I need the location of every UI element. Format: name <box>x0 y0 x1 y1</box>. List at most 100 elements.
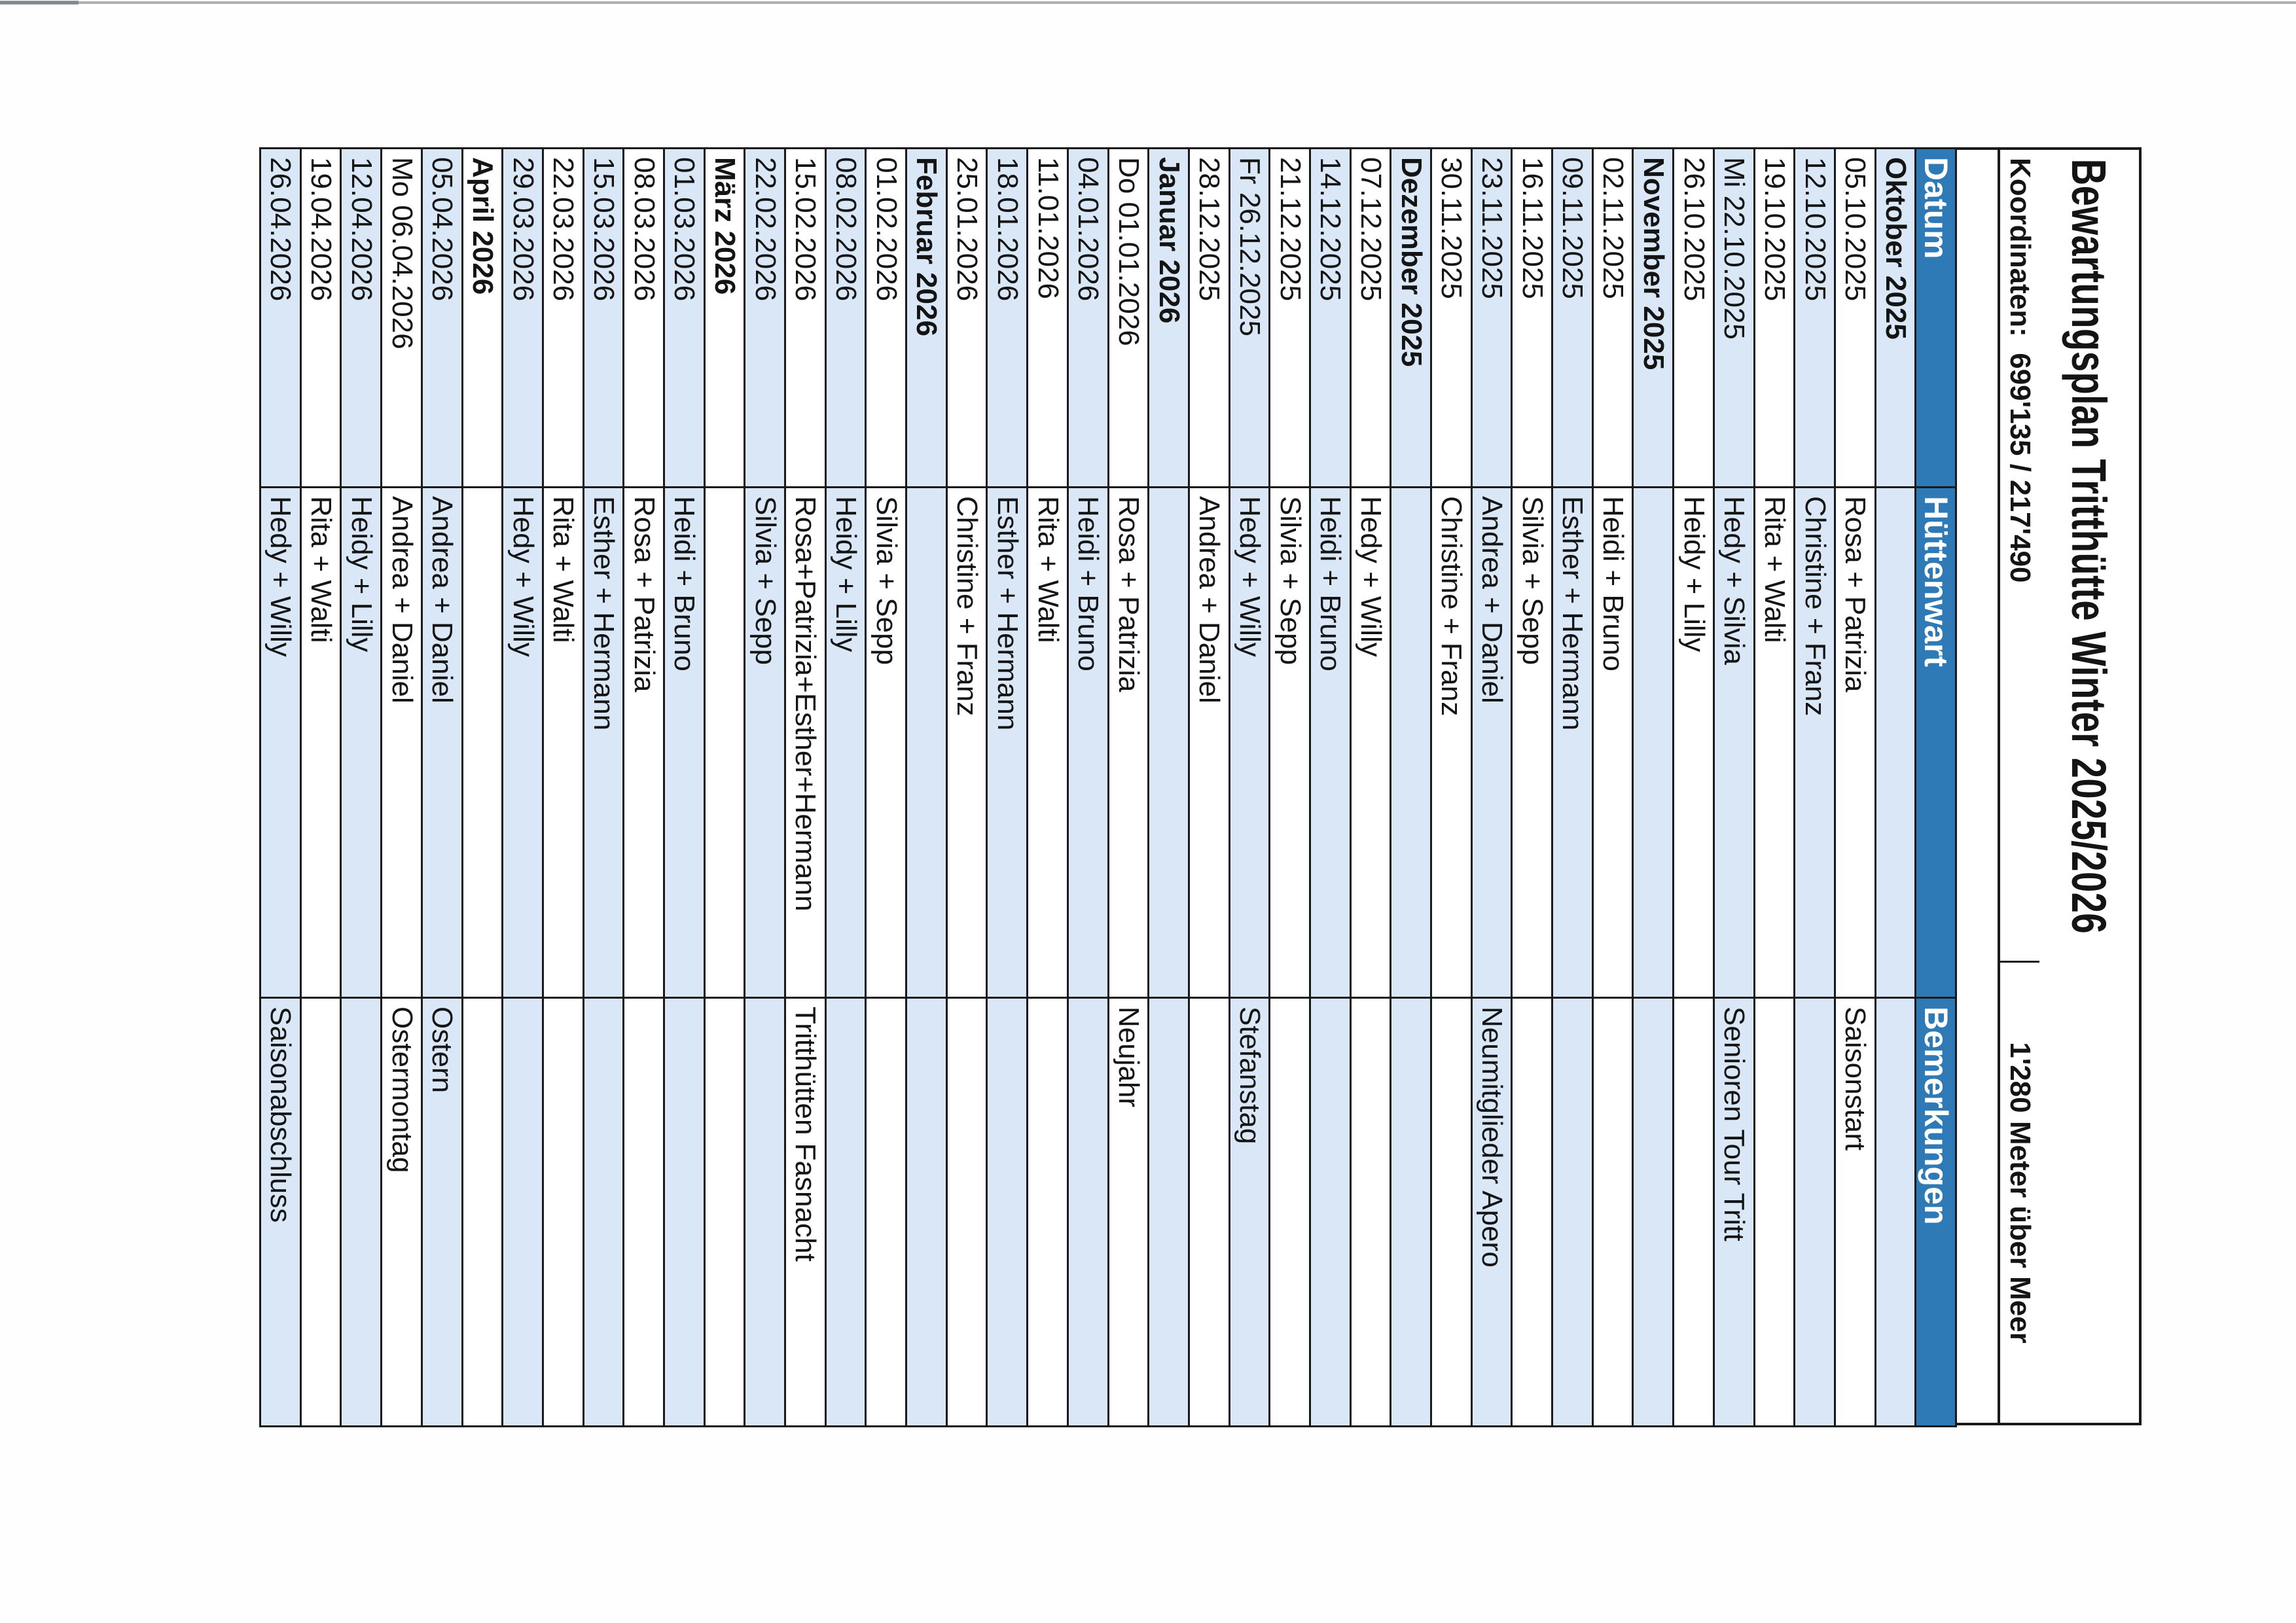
table-row: 16.11.2025 Silvia + Sepp <box>1511 148 1552 1427</box>
datum-cell: 16.11.2025 <box>1511 148 1552 488</box>
huettenwart-cell <box>1148 487 1189 998</box>
datum-cell: Januar 2026 <box>1148 148 1189 488</box>
scanner-edge-artifact-dark <box>0 1 79 5</box>
datum-cell: 29.03.2026 <box>502 148 543 488</box>
datum-cell: 01.03.2026 <box>664 148 705 488</box>
datum-cell: 22.02.2026 <box>744 148 785 488</box>
bemerkung-cell <box>462 997 503 1427</box>
datum-cell: Mi 22.10.2025 <box>1713 148 1755 488</box>
bemerkung-cell <box>1027 997 1068 1427</box>
datum-cell: 23.11.2025 <box>1471 148 1512 488</box>
bemerkung-cell <box>1592 997 1633 1427</box>
huettenwart-cell <box>1390 487 1431 998</box>
table-row: 19.10.2025 Rita + Walti <box>1754 148 1795 1427</box>
table-row: 23.11.2025 Andrea + Daniel Neumitglieder… <box>1471 148 1512 1427</box>
datum-cell: 12.10.2025 <box>1794 148 1835 488</box>
bemerkung-cell <box>1552 997 1593 1427</box>
bemerkung-cell <box>1269 997 1310 1427</box>
table-row: Fr 26.12.2025 Hedy + Willy Stefanstag <box>1229 148 1270 1427</box>
bemerkung-cell: Stefanstag <box>1229 997 1270 1427</box>
datum-cell: März 2026 <box>704 148 745 488</box>
bemerkung-cell <box>1794 997 1835 1427</box>
table-row: 21.12.2025 Silvia + Sepp <box>1269 148 1310 1427</box>
datum-cell: 01.02.2026 <box>865 148 906 488</box>
table-row: 01.03.2026 Heidi + Bruno <box>664 148 705 1427</box>
bemerkung-cell: Saisonabschluss <box>260 997 301 1427</box>
table-row: 05.10.2025 Rosa + Patrizia Saisonstart <box>1835 148 1876 1427</box>
datum-cell: Fr 26.12.2025 <box>1229 148 1270 488</box>
table-row: 05.04.2026 Andrea + Daniel Ostern <box>422 148 463 1427</box>
datum-cell: 08.02.2026 <box>825 148 866 488</box>
bemerkung-cell <box>1148 997 1189 1427</box>
bemerkung-cell: Saisonstart <box>1835 997 1876 1427</box>
table-row: 19.04.2026 Rita + Walti <box>300 148 341 1427</box>
huettenwart-cell: Christine + Franz <box>1431 487 1472 998</box>
datum-cell: 15.03.2026 <box>583 148 624 488</box>
huettenwart-cell: Heidy + Lilly <box>825 487 866 998</box>
huettenwart-cell: Esther + Hermann <box>583 487 624 998</box>
bemerkung-cell <box>825 997 866 1427</box>
huettenwart-cell <box>704 487 745 998</box>
datum-cell: 12.04.2026 <box>341 148 382 488</box>
table-row: 08.03.2026 Rosa + Patrizia <box>623 148 664 1427</box>
huettenwart-cell: Rita + Walti <box>543 487 584 998</box>
table-row: 14.12.2025 Heidi + Bruno <box>1310 148 1351 1427</box>
huettenwart-cell: Heidy + Lilly <box>1673 487 1714 998</box>
huettenwart-cell: Silvia + Sepp <box>744 487 785 998</box>
huettenwart-cell: Rosa + Patrizia <box>623 487 664 998</box>
spacer-row <box>1957 147 1998 1425</box>
datum-cell: 02.11.2025 <box>1592 148 1633 488</box>
huettenwart-cell: Rita + Walti <box>1754 487 1795 998</box>
huettenwart-cell: Andrea + Daniel <box>1189 487 1230 998</box>
table-row: 18.01.2026 Esther + Hermann <box>987 148 1028 1427</box>
bemerkung-cell <box>1633 997 1674 1427</box>
huettenwart-cell: Hedy + Willy <box>1350 487 1391 998</box>
datum-cell: November 2025 <box>1633 148 1674 488</box>
huettenwart-cell: Heidi + Bruno <box>1067 487 1109 998</box>
datum-cell: Februar 2026 <box>906 148 947 488</box>
datum-cell: 05.10.2025 <box>1835 148 1876 488</box>
bemerkung-cell <box>1189 997 1230 1427</box>
scanner-edge-artifact <box>0 1 2296 4</box>
table-row: Mo 06.04.2026 Andrea + Daniel Ostermonta… <box>381 148 422 1427</box>
table-row: 15.02.2026 Rosa+Patrizia+Esther+Hermann … <box>785 148 826 1427</box>
table-row: 28.12.2025 Andrea + Daniel <box>1189 148 1230 1427</box>
huettenwart-cell: Andrea + Daniel <box>1471 487 1512 998</box>
huettenwart-cell: Esther + Hermann <box>1552 487 1593 998</box>
bemerkung-cell: Senioren Tour Tritt <box>1713 997 1755 1427</box>
table-row: 12.04.2026 Heidy + Lilly <box>341 148 382 1427</box>
table-row: 04.01.2026 Heidi + Bruno <box>1067 148 1109 1427</box>
datum-cell: 15.02.2026 <box>785 148 826 488</box>
huettenwart-cell: Hedy + Willy <box>502 487 543 998</box>
coordinates-label: Koordinaten: 699'135 / 217'490 <box>2000 150 2039 963</box>
table-row: 26.04.2026 Hedy + Willy Saisonabschluss <box>260 148 301 1427</box>
bemerkung-cell <box>300 997 341 1427</box>
table-row: April 2026 <box>462 148 503 1427</box>
table-row: März 2026 <box>704 148 745 1427</box>
huettenwart-cell: Christine + Franz <box>946 487 987 998</box>
datum-cell: 14.12.2025 <box>1310 148 1351 488</box>
table-row: 22.02.2026 Silvia + Sepp <box>744 148 785 1427</box>
datum-cell: 09.11.2025 <box>1552 148 1593 488</box>
huettenwart-cell <box>906 487 947 998</box>
bemerkung-cell <box>1310 997 1351 1427</box>
coordinates-box: Koordinaten: 699'135 / 217'490 1'280 Met… <box>1998 147 2039 1425</box>
bemerkung-cell <box>1673 997 1714 1427</box>
bemerkung-cell <box>341 997 382 1427</box>
bemerkung-cell <box>744 997 785 1427</box>
bemerkung-cell <box>664 997 705 1427</box>
datum-cell: 07.12.2025 <box>1350 148 1391 488</box>
table-row: 12.10.2025 Christine + Franz <box>1794 148 1835 1427</box>
table-row: 07.12.2025 Hedy + Willy <box>1350 148 1391 1427</box>
page-title: Bewartungsplan Tritthütte Winter 2025/20… <box>2062 158 2117 934</box>
bemerkung-cell <box>987 997 1028 1427</box>
huettenwart-cell: Heidi + Bruno <box>664 487 705 998</box>
huettenwart-cell: Silvia + Sepp <box>1269 487 1310 998</box>
datum-cell: 11.01.2026 <box>1027 148 1068 488</box>
datum-cell: 26.04.2026 <box>260 148 301 488</box>
bemerkung-cell <box>1431 997 1472 1427</box>
bemerkung-cell: Ostermontag <box>381 997 422 1427</box>
huettenwart-cell: Silvia + Sepp <box>865 487 906 998</box>
datum-cell: 30.11.2025 <box>1431 148 1472 488</box>
huettenwart-cell: Rita + Walti <box>300 487 341 998</box>
